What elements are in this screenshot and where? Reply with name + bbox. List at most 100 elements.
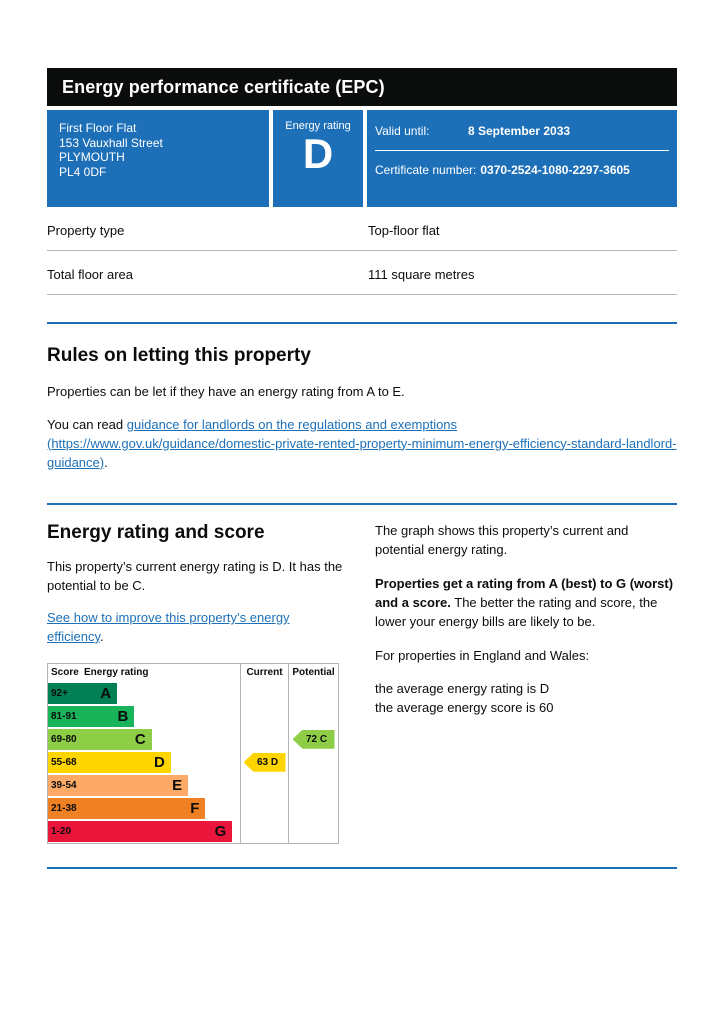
band-score-range: 81-91 <box>51 710 77 722</box>
current-rating-summary: This property’s current energy rating is… <box>47 559 343 594</box>
certificate-number-label: Certificate number: <box>375 163 477 177</box>
band-score-range: 39-54 <box>51 779 77 791</box>
band-cell: 69-80 C <box>48 728 240 751</box>
rating-scale-rest: The better the rating and score, the low… <box>375 594 658 629</box>
address-line-4: PL4 0DF <box>59 164 107 179</box>
chart-col-score: Score <box>51 667 79 679</box>
graph-explanation: The graph shows this property’s current … <box>375 523 629 558</box>
epc-chart-row-a: 92+ A <box>48 681 338 705</box>
epc-band-c: 69-80 C <box>48 728 152 750</box>
rating-section-right-column: The graph shows this property’s current … <box>375 522 677 843</box>
total-floor-area-label: Total floor area <box>47 267 133 282</box>
epc-chart-rows: 92+ A 81-91 B 69-80 C 72 C 55-68 D 63 D 39-54 E 21-3… <box>48 681 338 843</box>
document-title-bar: Energy performance certificate (EPC) <box>47 68 677 106</box>
summary-banner: First Floor Flat 153 Vauxhall Street PLY… <box>47 110 677 207</box>
current-column-cell <box>240 773 288 797</box>
band-cell: 39-54 E <box>48 774 240 797</box>
section-divider <box>47 866 677 869</box>
energy-rating-section: Energy rating and score This property’s … <box>47 522 677 844</box>
energy-rating-heading: Energy rating and score <box>47 522 265 544</box>
improve-suffix: . <box>100 628 104 644</box>
current-column-cell <box>240 796 288 820</box>
potential-column-cell <box>288 796 338 820</box>
current-column-cell <box>240 681 288 705</box>
band-letter: F <box>190 799 200 817</box>
potential-column-cell <box>288 750 338 774</box>
epc-chart-row-b: 81-91 B <box>48 704 338 728</box>
rating-section-left-column: Energy rating and score This property’s … <box>47 522 349 844</box>
epc-band-g: 1-20 G <box>48 820 233 842</box>
band-score-range: 1-20 <box>51 825 72 837</box>
current-column-cell <box>240 727 288 751</box>
epc-chart-row-f: 21-38 F <box>48 796 338 820</box>
current-rating-marker: 63 D <box>243 752 286 772</box>
guidance-suffix: . <box>104 454 108 470</box>
section-divider <box>47 503 677 506</box>
energy-rating-value: D <box>302 130 334 177</box>
potential-column-cell <box>288 773 338 797</box>
current-column-cell <box>240 819 288 843</box>
landlord-guidance-link[interactable]: guidance for landlords on the regulation… <box>47 416 677 470</box>
epc-chart-row-e: 39-54 E <box>48 773 338 797</box>
epc-chart-row-c: 69-80 C 72 C <box>48 727 338 751</box>
energy-rating-label: Energy rating <box>285 120 351 132</box>
improve-paragraph: See how to improve this property’s energ… <box>47 609 349 647</box>
band-letter: D <box>154 753 165 771</box>
property-details: Property type Top-floor flat Total floor… <box>47 207 677 295</box>
address-line-2: 153 Vauxhall Street <box>59 135 163 150</box>
current-column-cell <box>240 704 288 728</box>
band-score-range: 69-80 <box>51 733 77 745</box>
band-cell: 55-68 D <box>48 751 240 774</box>
letting-rules-intro: Properties can be let if they have an en… <box>47 384 405 399</box>
band-letter: E <box>172 776 183 794</box>
chart-col-energy-rating: Energy rating <box>84 667 149 679</box>
average-rating-line: the average energy rating is D <box>375 681 550 697</box>
band-cell: 81-91 B <box>48 705 240 728</box>
total-floor-area-row: Total floor area 111 square metres <box>47 251 677 295</box>
band-letter: C <box>134 730 146 748</box>
epc-rating-chart: Score Energy rating Current Potential 92… <box>47 662 339 844</box>
band-letter: A <box>100 684 112 702</box>
potential-rating-marker: 72 C <box>292 729 335 749</box>
epc-band-f: 21-38 F <box>48 797 206 819</box>
rating-scale-explanation: Properties get a rating from A (best) to… <box>375 575 677 632</box>
potential-column-cell <box>288 681 338 705</box>
property-type-label: Property type <box>47 223 125 238</box>
valid-until-value: 8 September 2033 <box>468 124 571 138</box>
chart-col-potential: Potential <box>288 663 338 682</box>
band-cell: 92+ A <box>48 682 240 705</box>
band-letter: B <box>117 707 129 725</box>
chart-header-left: Score Energy rating <box>48 664 240 682</box>
epc-band-a: 92+ A <box>48 682 118 704</box>
letting-rules-heading: Rules on letting this property <box>47 345 311 366</box>
letting-rules-section: Rules on letting this property Propertie… <box>47 345 677 472</box>
valid-until-label: Valid until: <box>375 124 430 138</box>
address-line-3: PLYMOUTH <box>59 150 125 165</box>
potential-column-cell <box>288 819 338 843</box>
letting-guidance-paragraph: You can read guidance for landlords on t… <box>47 416 677 473</box>
certificate-number-row: Certificate number: 0370-2524-1080-2297-… <box>375 163 669 177</box>
page-title: Energy performance certificate (EPC) <box>62 76 385 97</box>
epc-band-b: 81-91 B <box>48 705 135 727</box>
energy-rating-box: Energy rating D <box>273 110 363 207</box>
improve-efficiency-link[interactable]: See how to improve this property’s energ… <box>47 610 290 644</box>
average-score-line: the average energy score is 60 <box>375 700 554 716</box>
current-column-cell: 63 D <box>240 750 288 774</box>
address-line-1: First Floor Flat <box>59 121 137 135</box>
epc-chart-row-d: 55-68 D 63 D <box>48 750 338 774</box>
total-floor-area-value: 111 square metres <box>368 267 475 282</box>
epc-chart-row-g: 1-20 G <box>48 819 338 843</box>
england-wales-intro: For properties in England and Wales: <box>375 647 590 663</box>
potential-column-cell <box>288 704 338 728</box>
certificate-number-value: 0370-2524-1080-2297-3605 <box>480 163 630 177</box>
band-score-range: 55-68 <box>51 756 77 768</box>
chart-col-current: Current <box>240 663 288 682</box>
band-score-range: 21-38 <box>51 802 77 814</box>
validity-divider <box>375 150 669 151</box>
property-type-value: Top-floor flat <box>368 223 440 238</box>
validity-box: Valid until: 8 September 2033 Certificat… <box>367 110 677 207</box>
section-divider <box>47 322 677 324</box>
band-letter: G <box>214 822 227 840</box>
epc-band-e: 39-54 E <box>48 774 189 796</box>
potential-column-cell: 72 C <box>288 727 338 751</box>
